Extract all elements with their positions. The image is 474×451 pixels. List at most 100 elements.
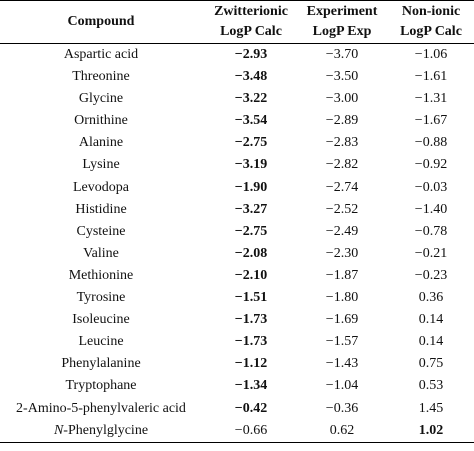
header-experiment-line2: LogP Exp xyxy=(312,24,372,39)
zwitterionic-logp-cell: −1.34 xyxy=(234,378,268,394)
header-nonionic-line2: LogP Calc xyxy=(400,24,462,39)
nonionic-logp-cell: −0.92 xyxy=(414,157,448,173)
experiment-logp-cell: 0.62 xyxy=(296,419,388,443)
experiment-logp-cell: −1.69 xyxy=(325,312,359,328)
compound-name: Alanine xyxy=(78,135,124,151)
zwitterionic-logp-cell: −3.22 xyxy=(234,91,268,107)
experiment-logp-cell: −2.52 xyxy=(325,201,359,217)
zwitterionic-logp-cell: −1.51 xyxy=(234,290,268,306)
compound-name: Lysine xyxy=(82,157,120,173)
compound-name-cell: Glycine xyxy=(0,88,206,110)
table-body: Aspartic acid −2.93 −3.70 −1.06 Threonine −3.… xyxy=(0,44,474,443)
experiment-logp-cell: −3.50 xyxy=(325,69,359,85)
compound-name-cell: Ornithine xyxy=(0,110,206,132)
experiment-logp-cell: −0.36 xyxy=(325,400,359,416)
compound-name: Cysteine xyxy=(76,223,126,239)
zwitterionic-logp-cell: −0.42 xyxy=(234,400,268,416)
zwitterionic-logp-cell: −3.19 xyxy=(234,157,268,173)
nonionic-logp-cell: 0.14 xyxy=(418,334,444,350)
zwitterionic-logp-cell: −1.90 xyxy=(234,179,268,195)
header-row: Compound Zwitterionic LogP Calc Experime… xyxy=(0,0,474,44)
nonionic-logp-cell: −1.31 xyxy=(414,91,448,107)
table-row: Valine −2.08 −2.30 −0.21 xyxy=(0,243,474,265)
compound-name-cell: Valine xyxy=(0,243,206,265)
zwitterionic-logp-cell: −1.73 xyxy=(234,334,268,350)
table-row: Phenylalanine −1.12 −1.43 0.75 xyxy=(0,353,474,375)
header-zwitterionic-line1: Zwitterionic xyxy=(214,4,288,19)
zwitterionic-logp-cell: −2.93 xyxy=(234,47,268,62)
experiment-logp-cell: −1.57 xyxy=(325,334,359,350)
table-row: N-Phenylglycine −0.66 0.62 1.02 xyxy=(0,419,474,443)
compound-name: Ornithine xyxy=(74,113,128,129)
compound-name-cell: Phenylalanine xyxy=(0,353,206,375)
nonionic-logp-cell: −1.40 xyxy=(414,201,448,217)
nonionic-logp-cell: 1.02 xyxy=(388,419,474,443)
nonionic-logp-cell: −0.78 xyxy=(414,223,448,239)
nonionic-logp-cell: 0.36 xyxy=(418,290,444,306)
compound-name: -Phenylglycine xyxy=(63,422,149,438)
experiment-logp-cell: −3.00 xyxy=(325,91,359,107)
compound-name-cell: Cysteine xyxy=(0,221,206,243)
nonionic-logp-cell: 0.14 xyxy=(418,312,444,328)
experiment-logp-cell: −2.74 xyxy=(325,179,359,195)
zwitterionic-logp-cell: −2.10 xyxy=(234,267,268,283)
experiment-logp-cell: −1.87 xyxy=(325,267,359,283)
nonionic-logp-cell: 0.75 xyxy=(418,356,444,372)
experiment-logp-cell: −2.49 xyxy=(325,223,359,239)
nonionic-logp-cell: 0.53 xyxy=(418,378,444,394)
experiment-logp-cell: −2.89 xyxy=(325,113,359,129)
table-row: Levodopa −1.90 −2.74 −0.03 xyxy=(0,177,474,199)
table-row: Tryptophane −1.34 −1.04 0.53 xyxy=(0,375,474,397)
experiment-logp-cell: −2.83 xyxy=(325,135,359,151)
nonionic-logp-cell: −0.88 xyxy=(414,135,448,151)
nonionic-logp-cell: −0.21 xyxy=(414,245,448,261)
compound-name-cell: Aspartic acid xyxy=(0,44,206,67)
experiment-logp-cell: −1.04 xyxy=(325,378,359,394)
zwitterionic-logp-cell: −2.75 xyxy=(234,223,268,239)
zwitterionic-logp-cell: −3.27 xyxy=(234,201,268,217)
zwitterionic-logp-cell: −0.66 xyxy=(206,419,296,443)
table-header: Compound Zwitterionic LogP Calc Experime… xyxy=(0,0,474,44)
compound-name: Histidine xyxy=(75,201,127,217)
table-row: Alanine −2.75 −2.83 −0.88 xyxy=(0,132,474,154)
compound-name-cell: Threonine xyxy=(0,66,206,88)
zwitterionic-logp-cell: −1.12 xyxy=(234,356,268,372)
compound-name: Methionine xyxy=(68,267,134,283)
compound-name: Glycine xyxy=(78,91,124,107)
nonionic-logp-cell: 1.45 xyxy=(418,400,444,416)
header-zwitterionic: Zwitterionic LogP Calc xyxy=(206,0,296,44)
table-row: Lysine −3.19 −2.82 −0.92 xyxy=(0,154,474,176)
nonionic-logp-cell: −1.06 xyxy=(414,47,448,62)
experiment-logp-cell: −2.82 xyxy=(325,157,359,173)
compound-name-cell: Levodopa xyxy=(0,177,206,199)
table-row: Threonine −3.48 −3.50 −1.61 xyxy=(0,66,474,88)
nonionic-logp-cell: −1.61 xyxy=(414,69,448,85)
compound-name-prefix: N xyxy=(53,422,64,438)
experiment-logp-cell: −2.30 xyxy=(325,245,359,261)
table-row: Methionine −2.10 −1.87 −0.23 xyxy=(0,265,474,287)
table-row: Ornithine −3.54 −2.89 −1.67 xyxy=(0,110,474,132)
compound-name: Threonine xyxy=(72,69,130,85)
zwitterionic-logp-cell: −2.08 xyxy=(234,245,268,261)
compound-name: Aspartic acid xyxy=(63,47,139,62)
experiment-logp-cell: −1.43 xyxy=(325,356,359,372)
table-row: Isoleucine −1.73 −1.69 0.14 xyxy=(0,309,474,331)
compound-name-cell: Tryptophane xyxy=(0,375,206,397)
header-experiment-line1: Experiment xyxy=(306,4,378,19)
compound-name-cell: N-Phenylglycine xyxy=(0,419,206,443)
compound-name: Phenylalanine xyxy=(61,356,141,372)
nonionic-logp-cell: −0.03 xyxy=(414,179,448,195)
table-row: Tyrosine −1.51 −1.80 0.36 xyxy=(0,287,474,309)
compound-name-cell: Alanine xyxy=(0,132,206,154)
compound-name-cell: Tyrosine xyxy=(0,287,206,309)
table-row: Cysteine −2.75 −2.49 −0.78 xyxy=(0,221,474,243)
header-nonionic-line1: Non-ionic xyxy=(401,4,461,19)
compound-name: Valine xyxy=(83,245,119,261)
table-row: Leucine −1.73 −1.57 0.14 xyxy=(0,331,474,353)
compound-name: 2-Amino-5-phenylvaleric acid xyxy=(16,400,186,416)
compound-name: Isoleucine xyxy=(72,312,130,328)
header-zwitterionic-line2: LogP Calc xyxy=(220,24,282,39)
compound-name-cell: Isoleucine xyxy=(0,309,206,331)
